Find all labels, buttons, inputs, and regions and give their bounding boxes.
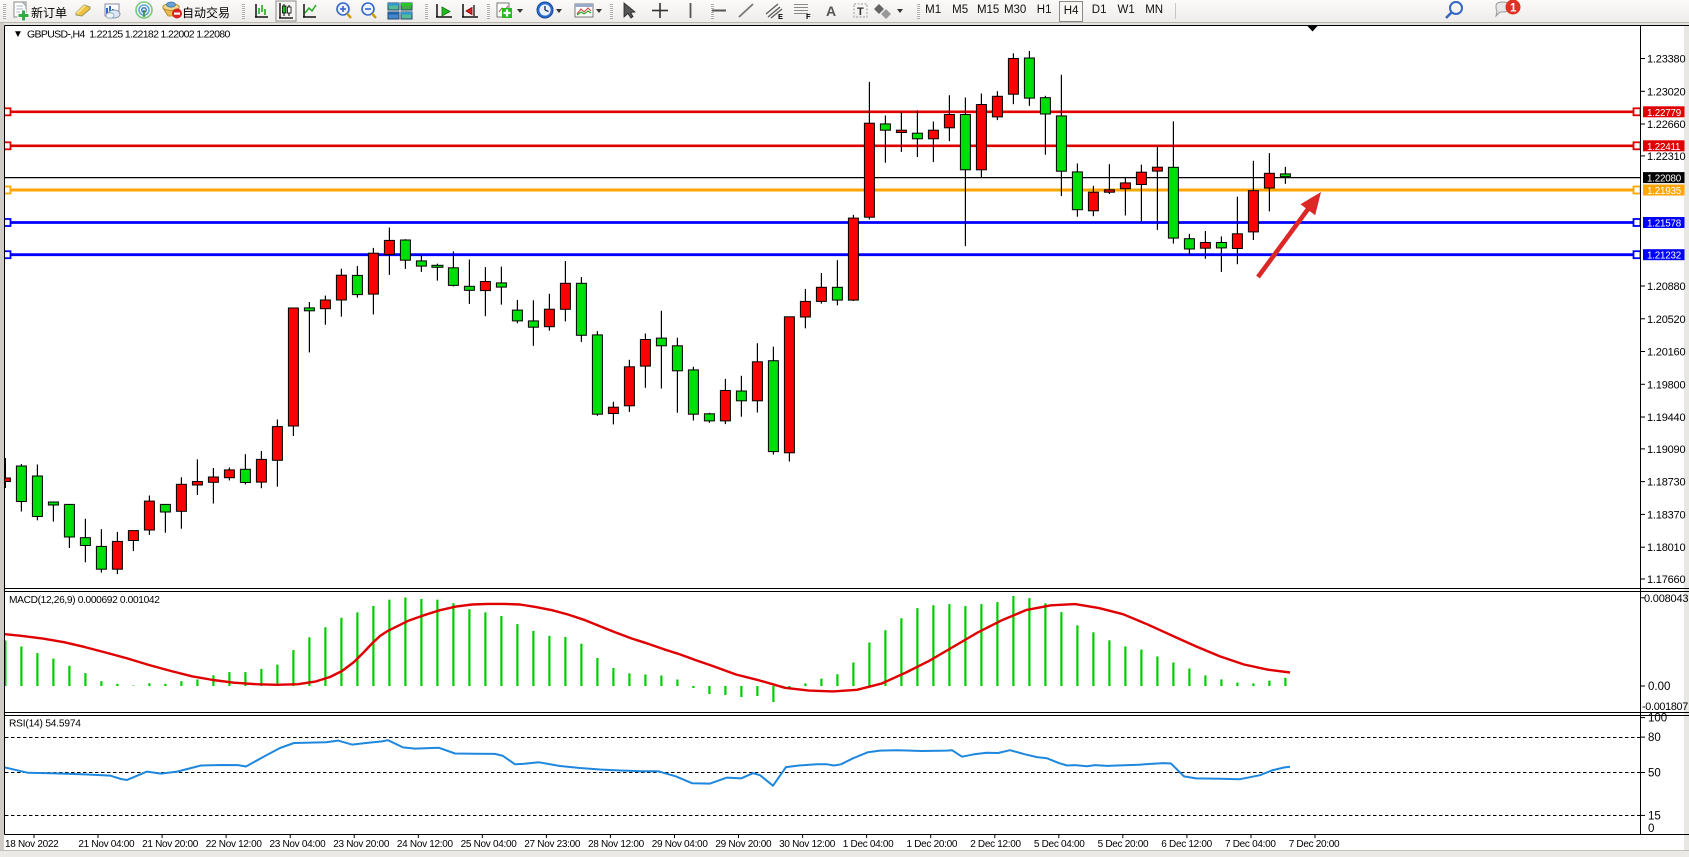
svg-text:1.18010: 1.18010 <box>1647 542 1685 554</box>
svg-text:100: 100 <box>1648 713 1667 725</box>
svg-text:F: F <box>806 12 811 21</box>
svg-text:28 Nov 12:00: 28 Nov 12:00 <box>588 839 645 850</box>
svg-text:E: E <box>778 12 783 21</box>
svg-text:0: 0 <box>1648 823 1654 835</box>
svg-text:50: 50 <box>1648 768 1661 780</box>
svg-text:5 Dec 20:00: 5 Dec 20:00 <box>1098 839 1149 850</box>
svg-text:0.008043: 0.008043 <box>1644 593 1688 605</box>
svg-text:1.22310: 1.22310 <box>1647 151 1685 163</box>
svg-text:-0.001807: -0.001807 <box>1642 701 1688 713</box>
svg-text:1.22779: 1.22779 <box>1647 108 1681 119</box>
svg-text:1.20880: 1.20880 <box>1647 281 1685 293</box>
svg-text:1.17660: 1.17660 <box>1647 574 1685 586</box>
svg-text:1.18730: 1.18730 <box>1647 477 1685 489</box>
svg-text:30 Nov 12:00: 30 Nov 12:00 <box>779 839 836 850</box>
svg-text:22 Nov 12:00: 22 Nov 12:00 <box>206 839 263 850</box>
svg-text:23 Nov 04:00: 23 Nov 04:00 <box>270 839 327 850</box>
svg-text:T: T <box>857 6 864 18</box>
svg-text:29 Nov 20:00: 29 Nov 20:00 <box>715 839 772 850</box>
svg-text:1.22411: 1.22411 <box>1647 142 1680 153</box>
svg-text:23 Nov 20:00: 23 Nov 20:00 <box>333 839 390 850</box>
svg-text:1.19090: 1.19090 <box>1647 444 1685 456</box>
svg-text:1.20160: 1.20160 <box>1647 347 1685 359</box>
svg-text:1.21578: 1.21578 <box>1647 219 1682 230</box>
svg-text:1: 1 <box>1510 3 1517 15</box>
svg-text:6 Dec 12:00: 6 Dec 12:00 <box>1161 839 1212 850</box>
svg-text:7 Dec 20:00: 7 Dec 20:00 <box>1289 839 1340 850</box>
svg-text:1.22660: 1.22660 <box>1647 119 1685 131</box>
svg-text:GBPUSD-,H4 1.22125 1.22182 1.: GBPUSD-,H4 1.22125 1.22182 1.22002 1.220… <box>27 29 230 41</box>
svg-text:80: 80 <box>1648 732 1661 744</box>
svg-text:1.21232: 1.21232 <box>1647 251 1681 262</box>
svg-text:1.19800: 1.19800 <box>1647 379 1685 391</box>
svg-text:1.20520: 1.20520 <box>1647 314 1685 326</box>
svg-text:21 Nov 20:00: 21 Nov 20:00 <box>142 839 199 850</box>
svg-text:1.18370: 1.18370 <box>1647 509 1685 521</box>
svg-text:15: 15 <box>1648 810 1661 822</box>
svg-text:5 Dec 04:00: 5 Dec 04:00 <box>1034 839 1085 850</box>
svg-text:24 Nov 12:00: 24 Nov 12:00 <box>397 839 454 850</box>
svg-text:21 Nov 04:00: 21 Nov 04:00 <box>78 839 135 850</box>
svg-text:1.23020: 1.23020 <box>1647 86 1685 98</box>
svg-text:25 Nov 04:00: 25 Nov 04:00 <box>461 839 518 850</box>
svg-text:1.22080: 1.22080 <box>1647 174 1682 185</box>
svg-text:RSI(14) 54.5974: RSI(14) 54.5974 <box>9 719 81 730</box>
svg-text:7 Dec 04:00: 7 Dec 04:00 <box>1225 839 1276 850</box>
svg-text:18 Nov 2022: 18 Nov 2022 <box>5 839 59 850</box>
svg-text:▼: ▼ <box>13 29 23 40</box>
svg-text:2 Dec 12:00: 2 Dec 12:00 <box>970 839 1021 850</box>
svg-text:1 Dec 04:00: 1 Dec 04:00 <box>843 839 894 850</box>
svg-text:1.21935: 1.21935 <box>1647 186 1682 197</box>
svg-text:1.23380: 1.23380 <box>1647 54 1685 66</box>
svg-text:27 Nov 23:00: 27 Nov 23:00 <box>524 839 581 850</box>
svg-text:1.19440: 1.19440 <box>1647 412 1685 424</box>
svg-text:A: A <box>826 3 836 19</box>
svg-text:0.00: 0.00 <box>1648 681 1670 693</box>
svg-text:MACD(12,26,9) 0.000692 0.00104: MACD(12,26,9) 0.000692 0.001042 <box>9 595 160 606</box>
svg-text:29 Nov 04:00: 29 Nov 04:00 <box>652 839 709 850</box>
svg-text:1 Dec 20:00: 1 Dec 20:00 <box>907 839 958 850</box>
